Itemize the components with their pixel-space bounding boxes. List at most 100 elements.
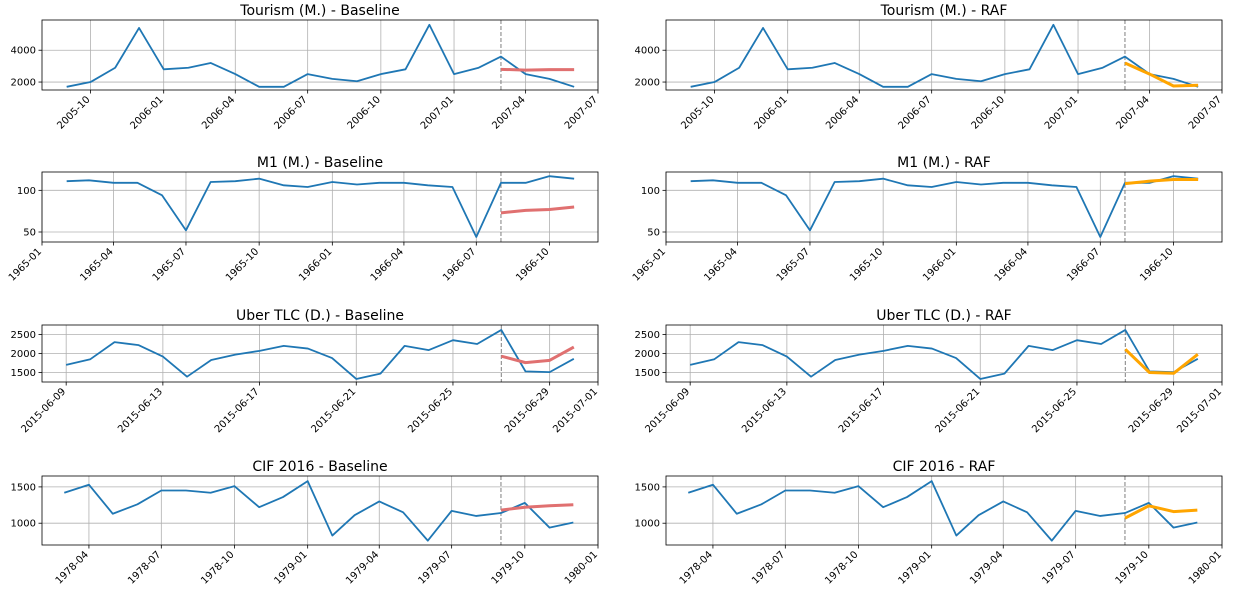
plot-frame	[41, 171, 599, 243]
x-tick-label: 2015-06-29	[503, 386, 552, 435]
actual-line	[690, 175, 1199, 238]
x-tick-label: 1966-04	[369, 246, 406, 283]
chart-title: Uber TLC (D.) - RAF	[876, 308, 1011, 324]
x-tick-label: 2007-04	[1114, 94, 1151, 131]
x-tick-label: 2007-01	[419, 94, 456, 131]
forecast-line	[1124, 504, 1198, 520]
actual-line	[687, 480, 1198, 542]
plot-frame	[665, 475, 1223, 546]
y-tick-label: 2500	[11, 330, 36, 341]
chart-title: Tourism (M.) - Baseline	[239, 3, 399, 19]
x-tick-label: 2015-06-25	[1030, 386, 1079, 435]
x-tick-label: 1978-07	[750, 549, 787, 586]
x-tick-label: 1965-07	[775, 246, 812, 283]
x-tick-label: 2015-06-09	[643, 386, 692, 435]
x-tick-label: 2015-06-21	[934, 386, 983, 435]
x-tick-label: 1979-10	[1114, 549, 1151, 586]
x-tick-label: 1965-01	[7, 246, 44, 283]
plot-frame	[41, 324, 599, 383]
chart-title: CIF 2016 - Baseline	[252, 459, 387, 475]
actual-line	[66, 23, 575, 88]
y-tick-label: 4000	[635, 46, 660, 57]
x-tick-label: 1965-04	[702, 246, 739, 283]
forecast-line	[1124, 348, 1199, 375]
forecast-line	[500, 345, 575, 365]
forecast-line	[500, 67, 575, 72]
y-tick-label: 1500	[11, 368, 36, 379]
x-tick-label: 2015-07-01	[1175, 386, 1224, 435]
x-tick-label: 2006-04	[200, 94, 237, 131]
y-tick-label: 100	[17, 186, 36, 197]
x-tick-label: 1966-01	[921, 246, 958, 283]
x-tick-label: 2007-07	[1187, 94, 1224, 131]
x-tick-label: 2015-06-09	[19, 386, 68, 435]
y-tick-label: 1500	[11, 482, 36, 493]
plot-frame	[665, 19, 1223, 91]
plot-frame	[665, 171, 1223, 243]
forecast-line	[1124, 178, 1199, 186]
x-tick-label: 2006-07	[272, 94, 309, 131]
x-tick-label: 1979-01	[896, 549, 933, 586]
x-tick-label: 1978-10	[823, 549, 860, 586]
x-tick-label: 2005-10	[55, 94, 92, 131]
x-tick-label: 2007-07	[563, 94, 600, 131]
forecast-line	[1124, 61, 1199, 88]
y-tick-label: 1500	[635, 482, 660, 493]
x-tick-label: 2007-04	[490, 94, 527, 131]
y-tick-label: 1000	[11, 519, 36, 530]
x-tick-label: 1966-01	[297, 246, 334, 283]
x-tick-label: 1978-10	[199, 549, 236, 586]
x-tick-label: 1980-01	[1187, 549, 1224, 586]
plot-frame	[41, 19, 599, 91]
x-tick-label: 2006-07	[896, 94, 933, 131]
x-tick-label: 2015-06-13	[740, 386, 789, 435]
x-tick-label: 1978-04	[54, 549, 91, 586]
chart-title: M1 (M.) - Baseline	[257, 155, 383, 171]
plot-frame	[41, 475, 599, 546]
actual-line	[689, 329, 1199, 380]
x-tick-label: 2006-01	[128, 94, 165, 131]
x-tick-label: 2006-04	[824, 94, 861, 131]
plot-frame	[665, 324, 1223, 383]
chart-title: Uber TLC (D.) - Baseline	[236, 308, 404, 324]
x-tick-label: 2015-06-17	[213, 386, 262, 435]
forecast-line	[500, 205, 575, 215]
x-tick-label: 2015-06-21	[310, 386, 359, 435]
x-tick-label: 1966-10	[1138, 246, 1175, 283]
chart-title: Tourism (M.) - RAF	[880, 3, 1008, 19]
x-tick-label: 1979-04	[968, 549, 1005, 586]
y-tick-label: 1500	[635, 368, 660, 379]
x-tick-label: 2015-07-01	[551, 386, 600, 435]
x-tick-label: 1966-04	[993, 246, 1030, 283]
x-tick-label: 1965-07	[151, 246, 188, 283]
chart-title: M1 (M.) - RAF	[897, 155, 991, 171]
x-tick-label: 2006-10	[970, 94, 1007, 131]
y-tick-label: 2000	[11, 349, 36, 360]
y-tick-label: 2000	[11, 78, 36, 89]
chart-title: CIF 2016 - RAF	[893, 459, 996, 475]
x-tick-label: 2007-01	[1043, 94, 1080, 131]
x-tick-label: 2006-10	[346, 94, 383, 131]
x-tick-label: 1979-07	[1040, 549, 1077, 586]
x-tick-label: 1965-04	[78, 246, 115, 283]
x-tick-label: 1966-07	[441, 246, 478, 283]
x-tick-label: 2015-06-25	[406, 386, 455, 435]
x-tick-label: 1980-01	[563, 549, 600, 586]
y-tick-label: 1000	[635, 519, 660, 530]
x-tick-label: 1979-01	[272, 549, 309, 586]
y-tick-label: 100	[641, 186, 660, 197]
x-tick-label: 1979-10	[490, 549, 527, 586]
y-tick-label: 2000	[635, 78, 660, 89]
actual-line	[690, 23, 1199, 88]
x-tick-label: 1965-10	[224, 246, 261, 283]
y-tick-label: 50	[23, 228, 36, 239]
x-tick-label: 1966-07	[1065, 246, 1102, 283]
x-tick-label: 1966-10	[514, 246, 551, 283]
y-tick-label: 50	[647, 228, 660, 239]
actual-line	[63, 480, 574, 542]
x-tick-label: 1978-04	[678, 549, 715, 586]
x-tick-label: 2006-01	[752, 94, 789, 131]
actual-line	[65, 329, 575, 380]
y-tick-label: 2000	[635, 349, 660, 360]
